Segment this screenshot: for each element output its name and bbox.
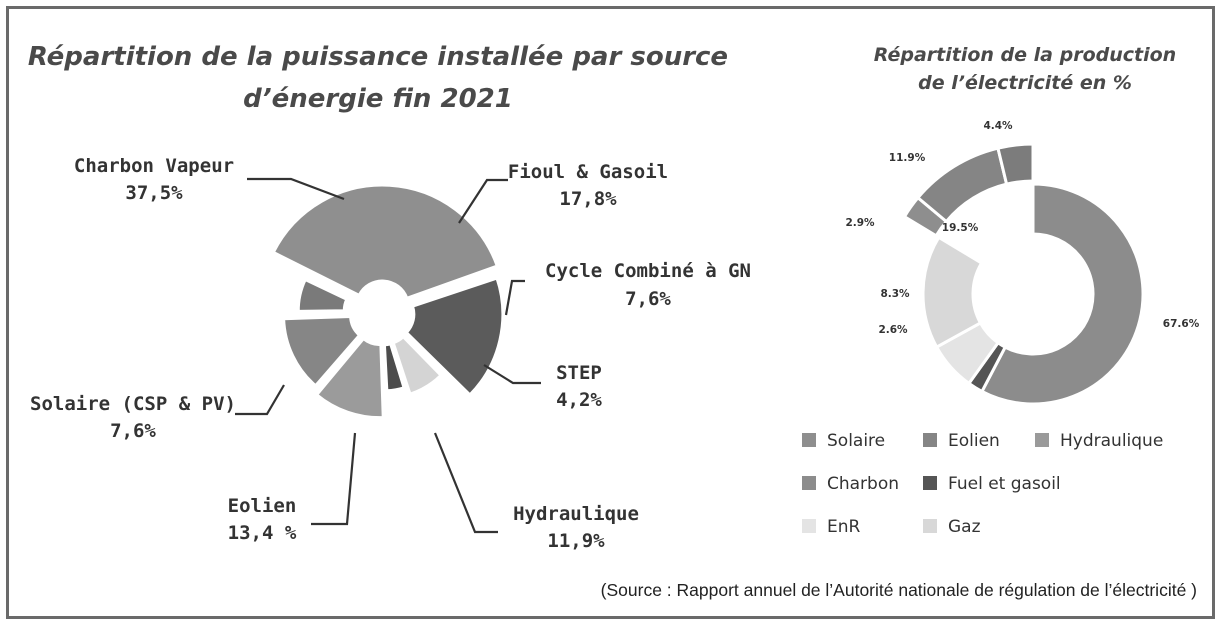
label-cycle-combine: Cycle Combiné à GN [545,260,751,282]
value-solaire-csp-pv: 7,6% [110,420,156,442]
leader-line-cycle-combine [504,279,525,316]
value-step: 4,2% [556,389,602,411]
value-cycle-combine: 7,6% [625,288,671,310]
donut-slice-hydraulique [996,142,1035,186]
legend-swatch-enr [802,519,816,533]
legend-label-hydraulique: Hydraulique [1060,431,1163,451]
value-charbon-prod: 67.6% [1163,318,1200,330]
pie-slice-step [382,342,406,393]
pie-slice-fioul-gasoil [404,276,505,397]
chart-canvas: Répartition de la puissance installée pa… [28,42,1200,600]
label-solaire-csp-pv: Solaire (CSP & PV) [30,393,236,415]
legend-label-eolien: Eolien [948,431,1000,451]
donut-slice-eolien [916,146,1009,223]
legend-swatch-hydraulique [1035,433,1049,447]
value-fuel-gasoil-prod: 2.6% [878,324,908,336]
value-solaire-prod: 2.9% [845,217,875,229]
right-chart-title-line-2: de l’électricité en % [918,72,1132,94]
left-chart: Répartition de la puissance installée pa… [28,42,751,552]
legend-label-charbon: Charbon [827,474,899,494]
donut-slice-gaz [921,235,984,349]
leader-line-fioul-gasoil [458,178,508,224]
value-charbon-vapeur: 37,5% [125,182,183,204]
label-step: STEP [556,362,602,384]
right-chart-title-line-1: Répartition de la production [874,44,1176,66]
legend-swatch-eolien [923,433,937,447]
donut-slice-charbon [980,182,1145,406]
pie-slice-charbon-vapeur [271,183,499,300]
right-donut-slices [902,142,1145,406]
legend-swatch-solaire [802,433,816,447]
legend-swatch-gaz [923,519,937,533]
value-enr-prod: 8.3% [880,288,910,300]
source-note: (Source : Rapport annuel de l’Autorité n… [601,580,1197,600]
legend-label-fuel-gasoil: Fuel et gasoil [948,474,1061,494]
leader-line-charbon-vapeur [247,177,345,201]
legend-swatch-fuel-gasoil [923,476,937,490]
value-gaz-prod: 19.5% [942,222,979,234]
value-fioul-gasoil: 17,8% [559,188,617,210]
right-legend: Solaire Eolien Hydraulique Charbon Fuel … [802,431,1163,537]
chart-figure: Répartition de la puissance installée pa… [6,6,1215,619]
pie-slice-eolien [282,314,362,388]
left-leader-lines [235,177,541,534]
leader-line-hydraulique [433,432,498,534]
label-hydraulique: Hydraulique [513,503,639,525]
leader-line-step [483,364,541,385]
value-hydraulique-prod: 4.4% [983,120,1013,132]
label-eolien: Eolien [228,495,297,517]
leader-line-solaire [235,384,285,416]
value-hydraulique: 11,9% [547,530,605,552]
pie-slice-hydraulique [315,337,385,420]
value-eolien: 13,4 % [228,522,297,544]
legend-swatch-charbon [802,476,816,490]
legend-label-gaz: Gaz [948,517,981,537]
legend-label-solaire: Solaire [827,431,885,451]
left-chart-title-line-1: Répartition de la puissance installée pa… [28,42,728,72]
pie-slice-cycle-combine-a-gn [391,335,443,396]
pie-slice-solaire-csp-pv [296,278,349,313]
value-eolien-prod: 11.9% [889,152,926,164]
legend-label-enr: EnR [827,517,861,537]
left-chart-title-line-2: d’énergie fin 2021 [243,84,513,114]
label-charbon-vapeur: Charbon Vapeur [74,155,234,177]
leader-line-eolien [311,432,357,526]
label-fioul-gasoil: Fioul & Gasoil [508,161,668,183]
right-chart: Répartition de la production de l’électr… [802,44,1200,537]
left-pie-slices [271,183,505,420]
